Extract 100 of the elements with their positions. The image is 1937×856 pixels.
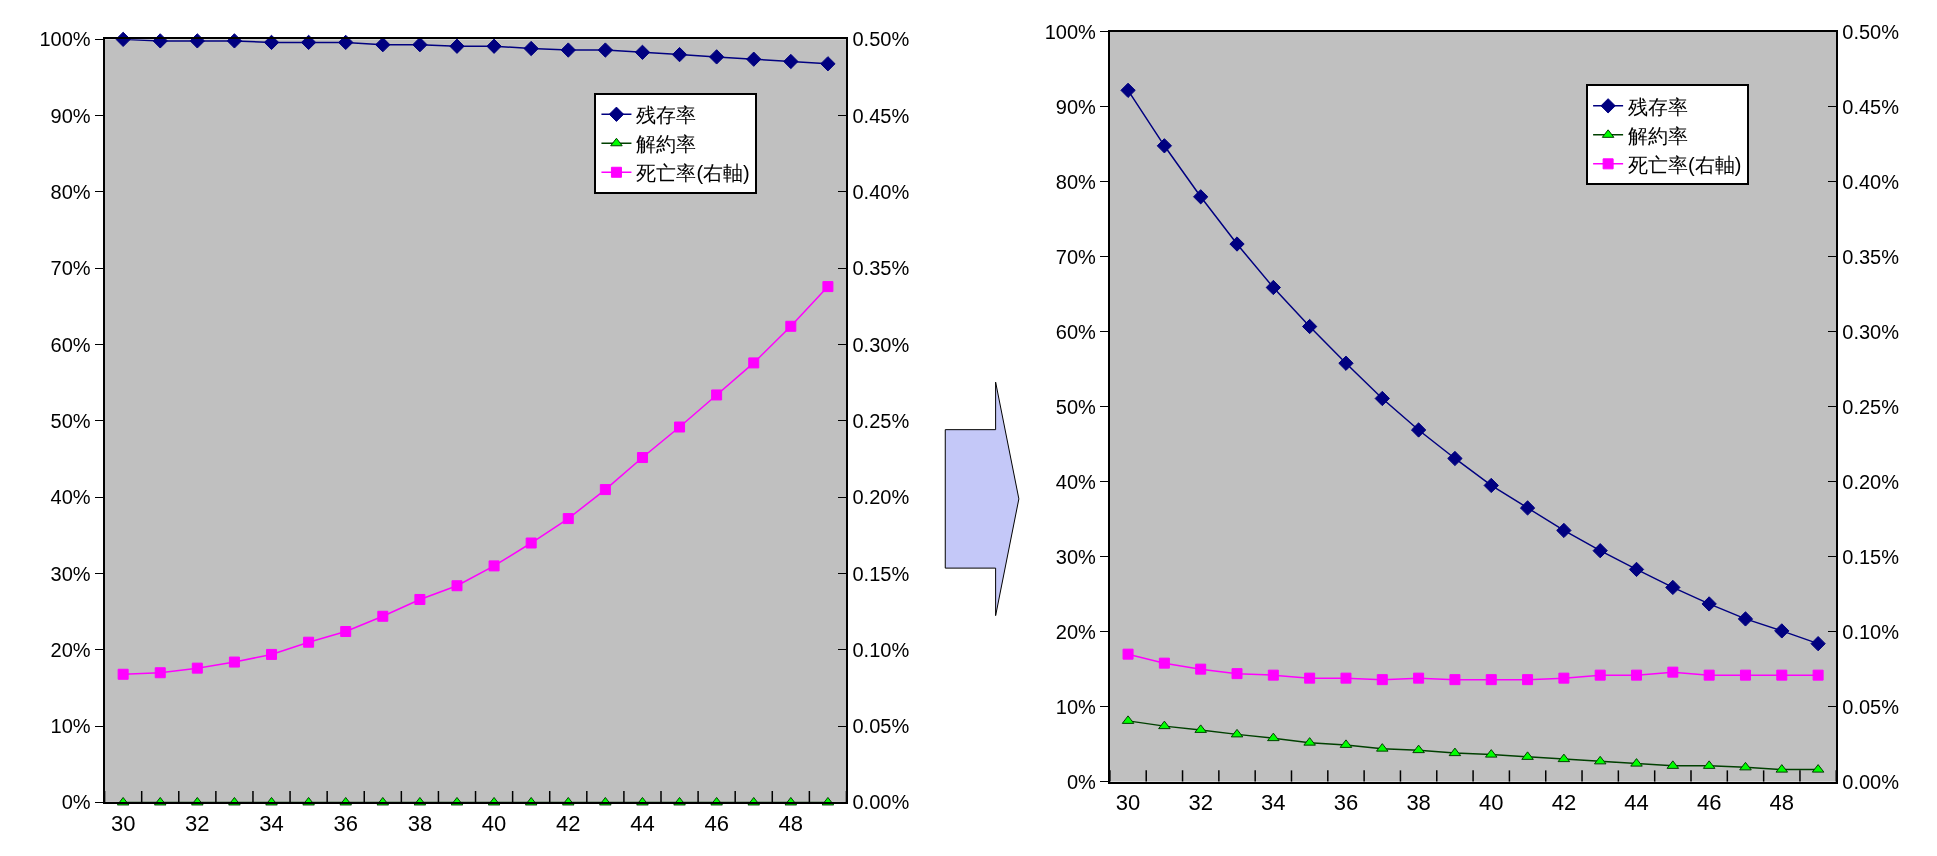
y-tick-label: 70% [50, 257, 91, 280]
x-tick-label: 30 [110, 810, 136, 836]
y2-tick-label: 0.30% [852, 333, 910, 356]
y-tick-label: 10% [1055, 695, 1097, 718]
point [1665, 579, 1681, 596]
legend-label: 解約率 [1628, 124, 1689, 147]
y2-tick-label: 0.20% [852, 486, 910, 509]
point [1374, 390, 1390, 407]
y-tick-label: 80% [1055, 170, 1097, 193]
legend-label: 解約率 [636, 133, 697, 156]
x-tick-label: 40 [1479, 790, 1504, 816]
point [1338, 355, 1354, 371]
y-tick-label: 30% [50, 562, 91, 585]
y-tick-label: 20% [50, 638, 91, 661]
y2-tick-label: 0.05% [852, 715, 910, 738]
x-tick-label: 44 [1624, 790, 1649, 816]
y2-tick-label: 0.25% [852, 409, 910, 432]
point [785, 320, 797, 332]
point [820, 56, 836, 72]
point [1193, 189, 1209, 205]
y-tick-label: 80% [50, 180, 91, 203]
point [748, 357, 760, 369]
x-tick-label: 36 [333, 810, 358, 836]
x-tick-label: 30 [1115, 790, 1141, 816]
x-tick-label: 42 [556, 810, 581, 836]
y-tick-label: 70% [1055, 245, 1097, 268]
point [412, 37, 428, 53]
point [523, 40, 539, 57]
y-tick-label: 60% [50, 333, 91, 356]
x-tick-label: 38 [1406, 790, 1431, 816]
point [1737, 611, 1754, 627]
point [708, 49, 725, 65]
point [375, 37, 391, 53]
point [1483, 477, 1499, 494]
point [228, 656, 240, 668]
y-tick-label: 60% [1055, 320, 1097, 343]
point [1739, 761, 1752, 771]
point [560, 42, 576, 58]
point [451, 580, 463, 592]
y2-tick-label: 0.10% [852, 638, 910, 661]
y2-tick-label: 0.20% [1842, 470, 1900, 493]
point [1519, 500, 1536, 516]
point [1412, 744, 1425, 754]
point [1410, 422, 1427, 438]
y2-tick-label: 0.30% [1842, 320, 1900, 343]
point [1701, 596, 1717, 612]
point [1267, 732, 1280, 742]
y-tick-label: 90% [50, 104, 91, 127]
point [263, 34, 280, 51]
y2-tick-label: 0.45% [852, 104, 910, 127]
y2-tick-label: 0.05% [1842, 695, 1900, 718]
point [191, 662, 203, 674]
point [1593, 755, 1607, 765]
y-tick-label: 10% [50, 715, 91, 738]
x-tick-label: 40 [481, 810, 507, 836]
point [1302, 318, 1318, 335]
point [117, 668, 129, 680]
x-tick-label: 34 [1261, 790, 1286, 816]
y2-tick-label: 0.15% [1842, 545, 1900, 568]
y2-tick-label: 0.40% [1842, 170, 1900, 193]
point [562, 513, 574, 525]
y2-tick-label: 0.40% [852, 180, 910, 203]
point [822, 281, 834, 293]
y-tick-label: 100% [1044, 20, 1097, 43]
point [1447, 450, 1463, 467]
x-tick-label: 36 [1333, 790, 1359, 816]
y-tick-label: 0% [61, 791, 91, 814]
y-tick-label: 40% [1055, 470, 1097, 493]
point [488, 560, 500, 572]
y-tick-label: 0% [1066, 770, 1097, 793]
point [414, 593, 426, 605]
point [449, 38, 465, 54]
y-tick-label: 90% [1055, 95, 1097, 118]
point [377, 610, 389, 622]
y-tick-label: 100% [39, 28, 91, 51]
point [154, 667, 166, 679]
x-tick-label: 34 [259, 810, 284, 836]
legend-label: 残存率 [636, 104, 697, 127]
y2-tick-label: 0.35% [852, 257, 910, 280]
x-tick-label: 48 [1769, 790, 1795, 816]
point [525, 537, 537, 549]
point [1556, 522, 1572, 539]
legend-label: 死亡率(右軸) [636, 162, 750, 185]
y2-tick-label: 0.45% [1842, 95, 1900, 118]
y2-tick-label: 0.00% [1842, 770, 1900, 793]
point [1810, 636, 1826, 652]
point [1120, 82, 1136, 98]
y2-tick-label: 0.15% [852, 562, 910, 585]
point [599, 484, 611, 496]
point [300, 34, 317, 51]
y2-tick-label: 0.50% [1842, 20, 1900, 43]
point [636, 452, 648, 464]
point [1156, 138, 1173, 154]
y-tick-label: 40% [50, 486, 91, 509]
point [1592, 543, 1608, 559]
y-tick-label: 30% [1055, 545, 1097, 568]
y-tick-label: 50% [1055, 395, 1097, 418]
point [671, 46, 688, 63]
point [674, 421, 686, 433]
y-tick-label: 20% [1055, 620, 1097, 643]
